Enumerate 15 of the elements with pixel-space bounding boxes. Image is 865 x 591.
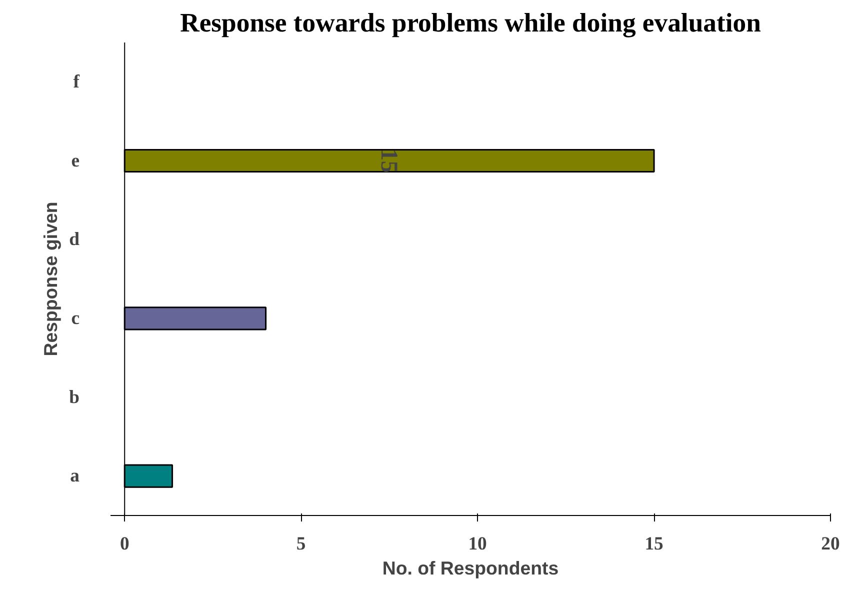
x-tick-label: 0 xyxy=(120,534,130,554)
chart-title: Response towards problems while doing evaluation xyxy=(180,8,762,38)
data-label: 15 xyxy=(375,148,402,173)
y-tick-label: f xyxy=(73,71,80,92)
x-tick-label: 15 xyxy=(644,534,664,554)
y-tick-label: a xyxy=(70,466,80,487)
y-tick-label: d xyxy=(69,229,80,250)
x-tick-label: 20 xyxy=(821,534,840,554)
y-tick-label: b xyxy=(69,386,80,408)
x-tick-label: 10 xyxy=(468,534,487,554)
x-tick-label: 5 xyxy=(296,534,306,554)
y-axis-title: Respponse given xyxy=(40,202,62,356)
x-axis-title: No. of Respondents xyxy=(382,558,559,578)
y-tick-label: e xyxy=(71,150,80,172)
y-tick-label: c xyxy=(71,308,80,329)
